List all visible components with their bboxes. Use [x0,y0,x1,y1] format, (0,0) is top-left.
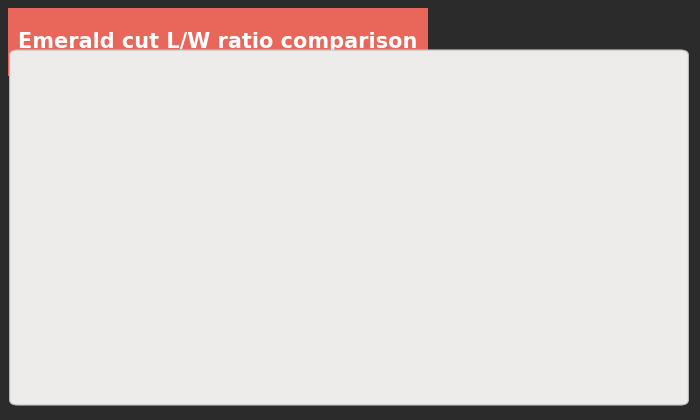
Polygon shape [120,150,235,300]
Bar [501,182,559,268]
Text: 1.5 ratio: 1.5 ratio [495,352,566,368]
FancyBboxPatch shape [120,342,236,378]
Bar [149,188,206,262]
Text: 1.4 ratio: 1.4 ratio [317,352,387,368]
FancyBboxPatch shape [0,4,453,80]
Bar [323,185,381,265]
Polygon shape [295,144,410,305]
FancyBboxPatch shape [294,342,410,378]
FancyBboxPatch shape [472,342,588,378]
Polygon shape [473,139,587,311]
Text: 1.3 ratio: 1.3 ratio [143,352,214,368]
Text: Emerald cut L/W ratio comparison: Emerald cut L/W ratio comparison [18,32,418,52]
